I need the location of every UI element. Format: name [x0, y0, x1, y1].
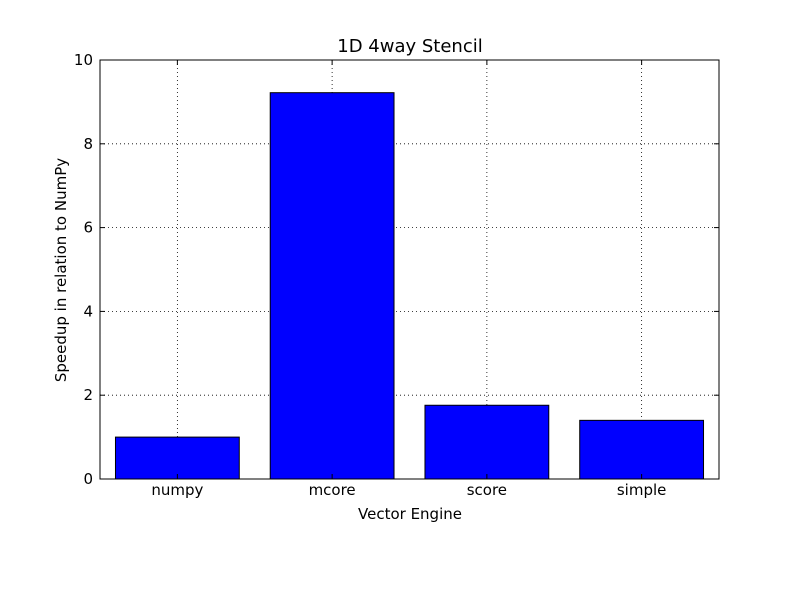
grid-lines — [100, 60, 719, 479]
y-tick-label: 6 — [83, 219, 93, 237]
y-axis-ticks: 0 2 4 6 8 10 — [74, 51, 719, 488]
bar-simple — [579, 419, 705, 480]
plot-frame — [99, 59, 720, 480]
bars — [114, 92, 705, 480]
bar-mcore — [269, 92, 395, 480]
y-tick-label: 0 — [83, 470, 93, 488]
x-tick-label: score — [467, 481, 507, 499]
y-tick-label: 2 — [83, 386, 93, 404]
y-tick-label: 10 — [74, 51, 93, 69]
x-tick-label: numpy — [151, 481, 203, 499]
chart-title: 1D 4way Stencil — [337, 36, 482, 57]
x-axis-label: Vector Engine — [358, 505, 462, 523]
y-tick-label: 4 — [83, 302, 93, 320]
y-axis-label: Speedup in relation to NumPy — [52, 158, 70, 382]
x-axis-ticks: numpy mcore score simple — [151, 60, 666, 499]
y-tick-label: 8 — [83, 135, 93, 153]
x-tick-label: simple — [617, 481, 667, 499]
bar-score — [424, 404, 550, 480]
bar-numpy — [114, 436, 240, 480]
x-tick-label: mcore — [309, 481, 356, 499]
